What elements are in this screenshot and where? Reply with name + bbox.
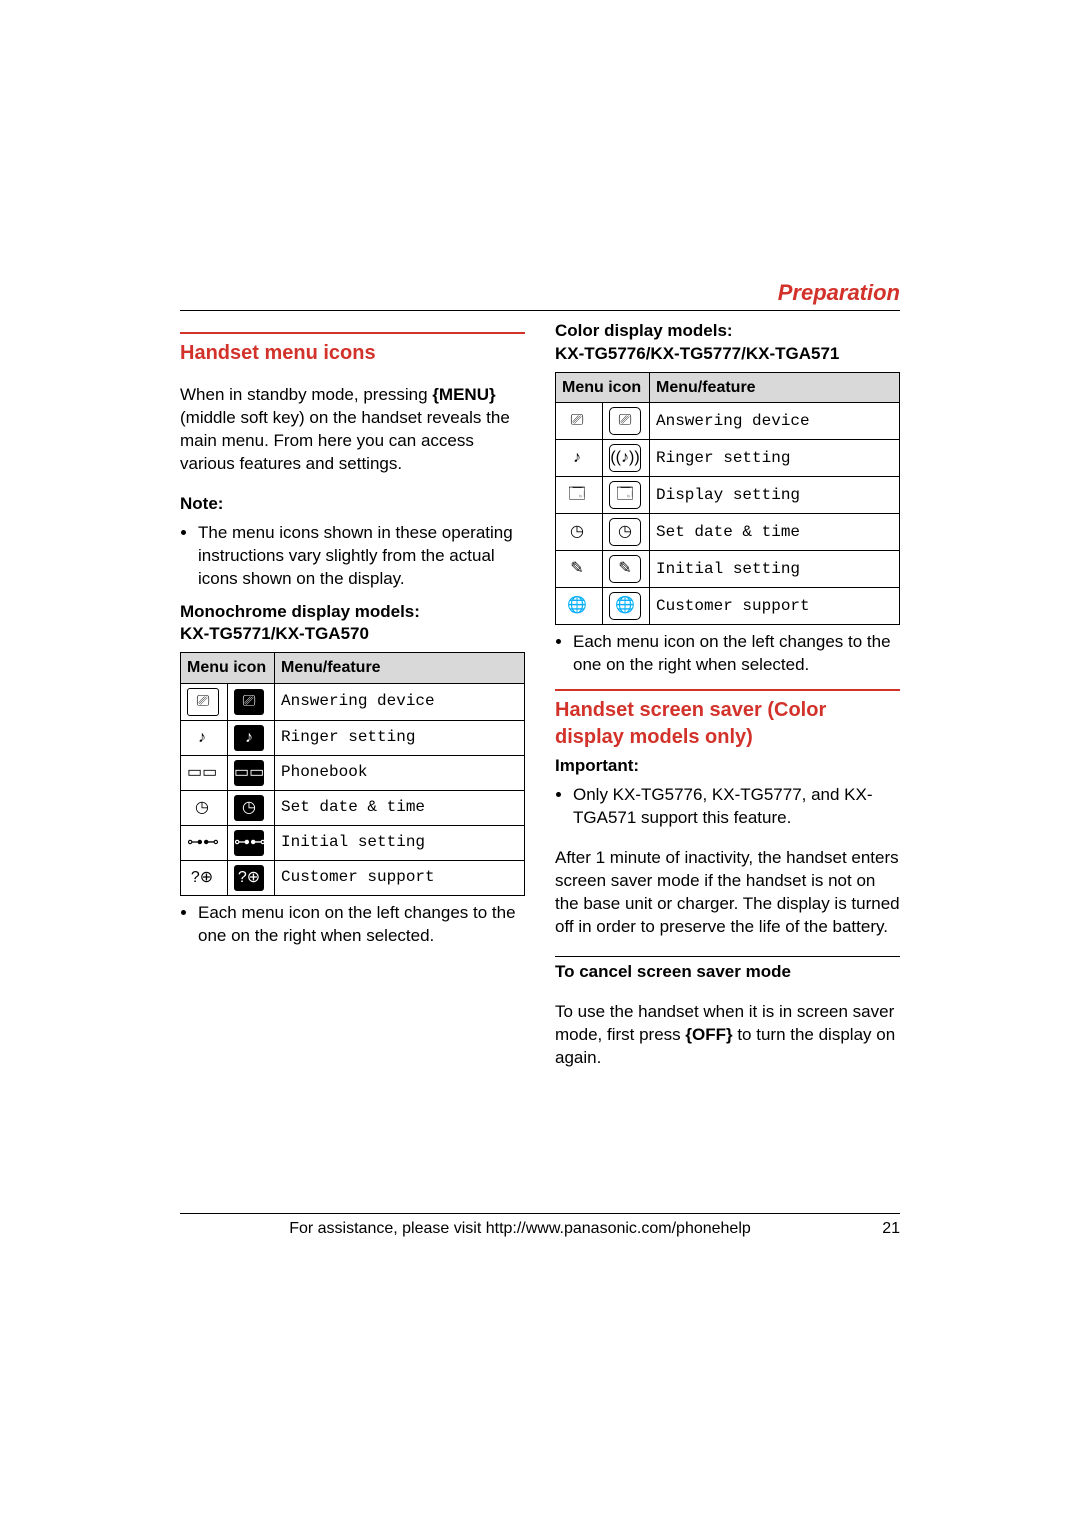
feature-cell: Set date & time [275,790,525,825]
note-label: Note: [180,493,525,516]
cancel-subhead: To cancel screen saver mode [555,961,900,984]
phonebook-icon-selected: ▭▭ [234,760,264,786]
color-models-title-1: Color display models: [555,320,900,343]
display-icon: 🗔 [562,482,592,508]
feature-cell: Ringer setting [275,720,525,755]
table-row: 🌐 🌐 Customer support [556,588,900,625]
off-key: {OFF} [685,1025,732,1044]
globe-icon-selected: 🌐 [609,592,641,620]
support-icon-selected: ?⊕ [234,865,264,891]
table-row: ⎚ ⎚ Answering device [181,683,525,720]
screen-saver-para: After 1 minute of inactivity, the handse… [555,847,900,939]
page-footer: For assistance, please visit http://www.… [180,1213,900,1238]
intro-text-b: (middle soft key) on the handset reveals… [180,408,510,473]
feature-cell: Initial setting [275,825,525,860]
feature-cell: Set date & time [650,514,900,551]
table-row: ◷ ◷ Set date & time [556,514,900,551]
important-label: Important: [555,755,900,778]
left-column: Handset menu icons When in standby mode,… [180,320,525,1087]
feature-cell: Customer support [275,860,525,895]
table-row: ♪ ♪ Ringer setting [181,720,525,755]
color-footnote: Each menu icon on the left changes to th… [573,631,900,677]
important-item: Only KX-TG5776, KX-TG5777, and KX-TGA571… [573,784,900,830]
ringer-icon: ♪ [187,725,217,751]
page-number: 21 [860,1220,900,1238]
initial-icon-selected: ✎ [609,555,641,583]
table-header-feature: Menu/feature [650,372,900,403]
clock-icon-selected: ◷ [609,518,641,546]
feature-cell: Display setting [650,477,900,514]
ringer-icon-selected: ((♪)) [609,444,641,472]
thin-rule [555,956,900,957]
feature-cell: Customer support [650,588,900,625]
table-row: ♪ ((♪)) Ringer setting [556,440,900,477]
color-models-title-2: KX-TG5776/KX-TG5777/KX-TGA571 [555,343,900,366]
footer-text: For assistance, please visit http://www.… [180,1220,860,1238]
table-header-icon: Menu icon [181,653,275,684]
top-rule [180,310,900,311]
answering-icon: ⎚ [562,408,592,434]
feature-cell: Ringer setting [650,440,900,477]
right-column: Color display models: KX-TG5776/KX-TG577… [555,320,900,1087]
table-row: 🗔 🗔 Display setting [556,477,900,514]
clock-icon: ◷ [562,519,592,545]
table-row: ?⊕ ?⊕ Customer support [181,860,525,895]
section-title: Preparation [778,280,900,306]
answering-icon: ⎚ [187,688,219,716]
display-icon-selected: 🗔 [609,481,641,509]
clock-icon-selected: ◷ [234,795,264,821]
feature-cell: Answering device [650,403,900,440]
color-menu-table: Menu icon Menu/feature ⎚ ⎚ Answering dev… [555,372,900,626]
table-row: ▭▭ ▭▭ Phonebook [181,755,525,790]
screen-saver-heading: Handset screen saver (Color display mode… [555,689,900,751]
mono-footnote: Each menu icon on the left changes to th… [198,902,525,948]
phonebook-icon: ▭▭ [187,760,217,786]
support-icon: ?⊕ [187,865,217,891]
mono-models-title-2: KX-TG5771/KX-TGA570 [180,623,525,646]
feature-cell: Initial setting [650,551,900,588]
table-header-icon: Menu icon [556,372,650,403]
intro-text-a: When in standby mode, pressing [180,385,432,404]
table-header-feature: Menu/feature [275,653,525,684]
handset-menu-intro: When in standby mode, pressing {MENU} (m… [180,384,525,476]
initial-icon: ✎ [562,556,592,582]
mono-models-title-1: Monochrome display models: [180,601,525,624]
feature-cell: Phonebook [275,755,525,790]
table-row: ⎚ ⎚ Answering device [556,403,900,440]
ringer-icon-selected: ♪ [234,725,264,751]
menu-key: {MENU} [432,385,495,404]
clock-icon: ◷ [187,795,217,821]
ringer-icon: ♪ [562,445,592,471]
mono-menu-table: Menu icon Menu/feature ⎚ ⎚ Answering dev… [180,652,525,896]
handset-menu-icons-heading: Handset menu icons [180,332,525,367]
initial-icon-selected: ⊶⊷ [234,830,264,856]
feature-cell: Answering device [275,683,525,720]
table-row: ✎ ✎ Initial setting [556,551,900,588]
initial-icon: ⊶⊷ [187,830,217,856]
table-row: ⊶⊷ ⊶⊷ Initial setting [181,825,525,860]
answering-icon-selected: ⎚ [609,407,641,435]
table-row: ◷ ◷ Set date & time [181,790,525,825]
answering-icon-selected: ⎚ [234,689,264,715]
note-item: The menu icons shown in these operating … [198,522,525,591]
globe-icon: 🌐 [562,593,592,619]
cancel-para: To use the handset when it is in screen … [555,1001,900,1070]
